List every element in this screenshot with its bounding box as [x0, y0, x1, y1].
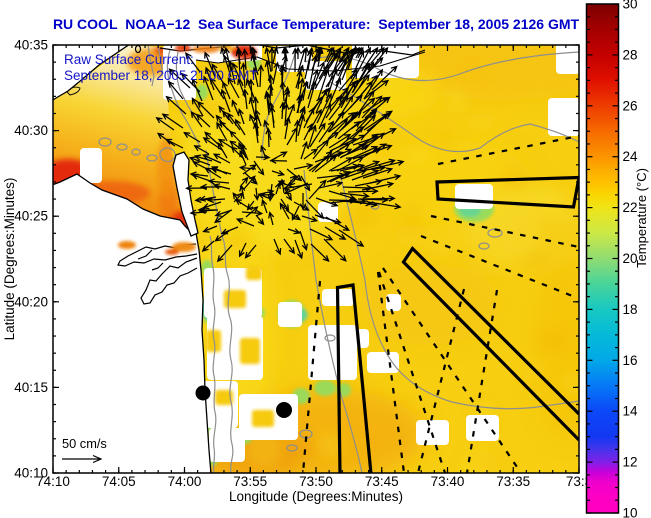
svg-text:20: 20 — [623, 251, 638, 266]
svg-text:22: 22 — [623, 200, 638, 215]
svg-text:73:45: 73:45 — [365, 474, 399, 489]
svg-text:Temperature (°C): Temperature (°C) — [634, 168, 649, 268]
svg-text:73:55: 73:55 — [233, 474, 267, 489]
svg-text:74:05: 74:05 — [102, 474, 136, 489]
svg-text:40:15: 40:15 — [14, 380, 48, 395]
svg-text:50 cm/s: 50 cm/s — [62, 436, 107, 451]
svg-text:26: 26 — [623, 98, 638, 113]
svg-text:12: 12 — [623, 455, 638, 470]
svg-text:40:25: 40:25 — [14, 209, 48, 224]
svg-text:74:10: 74:10 — [36, 474, 70, 489]
svg-text:10: 10 — [623, 506, 638, 518]
svg-text:14: 14 — [623, 404, 639, 419]
svg-text:30: 30 — [623, 0, 638, 12]
svg-text:16: 16 — [623, 353, 638, 368]
svg-text:74:00: 74:00 — [168, 474, 202, 489]
svg-text:40:10: 40:10 — [14, 466, 48, 481]
svg-text:40:35: 40:35 — [14, 38, 48, 53]
svg-text:40:20: 40:20 — [14, 294, 48, 309]
svg-text:Raw Surface Current:: Raw Surface Current: — [64, 52, 194, 67]
svg-text:Latitude (Degrees:Minutes): Latitude (Degrees:Minutes) — [2, 178, 17, 341]
svg-text:73:35: 73:35 — [496, 474, 530, 489]
svg-text:24: 24 — [623, 149, 639, 164]
svg-text:RU COOL NOAA−12 Sea Surface: RU COOL NOAA−12 Sea Surface Temperature:… — [53, 16, 580, 32]
svg-text:28: 28 — [623, 47, 638, 62]
svg-text:73:3: 73:3 — [566, 474, 592, 489]
svg-text:40:30: 40:30 — [14, 123, 48, 138]
svg-text:Longitude (Degrees:Minutes): Longitude (Degrees:Minutes) — [229, 489, 403, 504]
svg-text:18: 18 — [623, 302, 638, 317]
svg-text:73:40: 73:40 — [431, 474, 465, 489]
svg-text:September 18, 2005 21:00 GMT: September 18, 2005 21:00 GMT — [64, 68, 258, 83]
svg-text:73:50: 73:50 — [299, 474, 333, 489]
